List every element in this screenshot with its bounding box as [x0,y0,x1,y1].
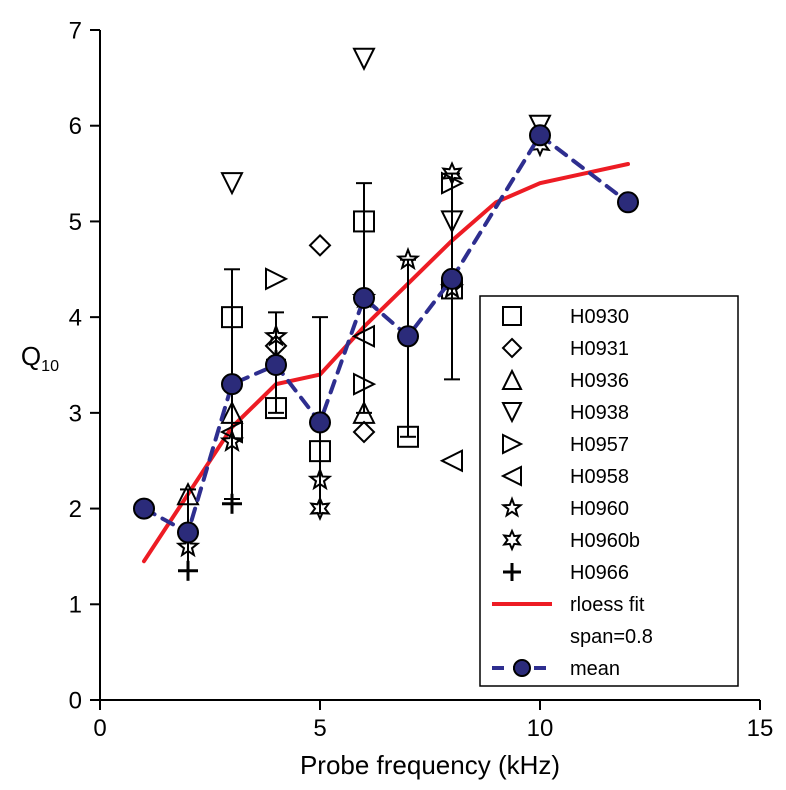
legend-label: H0960b [570,530,640,552]
y-tick-label: 6 [69,113,82,140]
y-tick-label: 3 [69,400,82,427]
legend-label: H0938 [570,402,629,424]
x-tick-label: 5 [313,715,326,742]
y-tick-label: 2 [69,496,82,523]
legend-label: H0958 [570,466,629,488]
legend-label: H0957 [570,434,629,456]
legend-label: span=0.8 [570,626,653,648]
y-axis-label: Q10 [21,341,59,375]
legend: H0930 H0931 H0936 H0938 H0957 H0958 H0960 H0960… [480,296,738,686]
x-axis-label: Probe frequency (kHz) [300,750,560,780]
legend-label: H0930 [570,306,629,328]
y-tick-label: 7 [69,17,82,44]
series-H0930 [222,211,462,461]
legend-label: rloess fit [570,594,645,616]
x-tick-label: 15 [747,715,774,742]
y-tick-label: 1 [69,592,82,619]
x-tick-label: 10 [527,715,554,742]
legend-label: mean [570,658,620,680]
scatter-chart: 0 5 10 15 0 1 2 3 4 5 6 7 Probe frequency (kHz) Q10 H0… [0,0,786,790]
errorbar [400,260,416,437]
legend-label: H0966 [570,562,629,584]
y-tick-label: 5 [69,209,82,236]
x-tick-label: 0 [93,715,106,742]
y-tick-label: 4 [69,305,82,332]
y-tick-label: 0 [69,687,82,714]
legend-label: H0931 [570,338,629,360]
legend-label: H0936 [570,370,629,392]
legend-label: H0960 [570,498,629,520]
series-H0938 [222,49,550,232]
